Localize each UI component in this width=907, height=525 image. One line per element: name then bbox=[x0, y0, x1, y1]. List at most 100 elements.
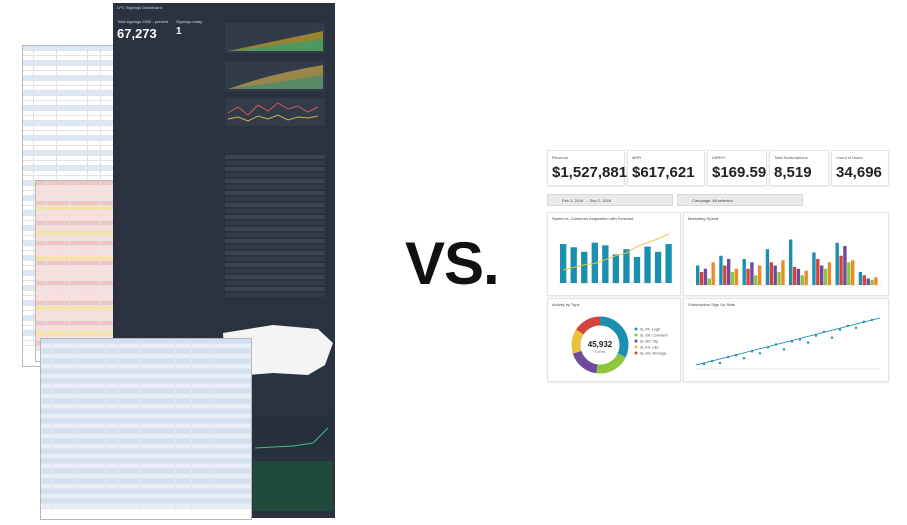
sheet-cell bbox=[47, 271, 70, 275]
kpi-label: MRR bbox=[632, 155, 642, 160]
sheet-cell bbox=[119, 359, 140, 363]
sheet-cell bbox=[34, 116, 57, 120]
bar bbox=[665, 244, 672, 283]
sheet-cell bbox=[119, 474, 140, 478]
sheet-cell bbox=[176, 454, 192, 458]
sheet-cell bbox=[23, 316, 34, 320]
sheet-cell bbox=[88, 136, 101, 140]
scatter-point bbox=[838, 328, 842, 331]
sheet-cell bbox=[34, 96, 57, 100]
sheet-cell bbox=[70, 256, 101, 260]
bar bbox=[750, 262, 754, 285]
sheet-cell bbox=[192, 464, 211, 468]
sheet-cell bbox=[70, 246, 101, 250]
sheet-cell bbox=[23, 141, 34, 145]
sheet-cell bbox=[106, 409, 119, 413]
sheet-cell bbox=[119, 369, 140, 373]
sheet-cell bbox=[57, 116, 88, 120]
panel-title: Spend vs. Customer Acquisition with Fore… bbox=[552, 216, 634, 221]
sheet-cell bbox=[75, 489, 106, 493]
sheet-row bbox=[41, 439, 251, 444]
sheet-row bbox=[41, 414, 251, 419]
sheet-cell bbox=[47, 291, 70, 295]
sheet-cell bbox=[47, 316, 70, 320]
sheet-cell bbox=[36, 286, 47, 290]
sheet-cell bbox=[47, 311, 70, 315]
sheet-cell bbox=[47, 281, 70, 285]
sheet-cell bbox=[106, 469, 119, 473]
sheet-cell bbox=[70, 241, 101, 245]
sheet-cell bbox=[23, 201, 34, 205]
left-collage: LPC Signings Dashboard Total signings 20… bbox=[0, 0, 350, 525]
date-range-filter[interactable]: Feb 1, 2016 → Sep 2, 2016 bbox=[547, 194, 673, 206]
sheet-cell bbox=[36, 211, 47, 215]
sheet-cell bbox=[57, 141, 88, 145]
sheet-cell bbox=[192, 359, 211, 363]
recent-row bbox=[225, 227, 325, 231]
sheet-cell bbox=[47, 211, 70, 215]
sheet-row bbox=[41, 424, 251, 429]
sheet-cell bbox=[119, 379, 140, 383]
sheet-cell bbox=[176, 384, 192, 388]
legend-swatch bbox=[634, 345, 638, 349]
scatter-point bbox=[814, 334, 818, 337]
sheet-cell bbox=[23, 216, 34, 220]
sheet-cell bbox=[119, 444, 140, 448]
sheet-cell bbox=[176, 399, 192, 403]
sheet-cell bbox=[176, 344, 192, 348]
sheet-cell bbox=[75, 379, 106, 383]
sheet-cell bbox=[106, 344, 119, 348]
bar bbox=[633, 257, 641, 283]
sheet-cell bbox=[88, 151, 101, 155]
sheet-cell bbox=[52, 404, 75, 408]
sheet-cell bbox=[119, 459, 140, 463]
sheet-cell bbox=[41, 434, 52, 438]
recent-row bbox=[225, 239, 325, 243]
sheet-row bbox=[41, 459, 251, 464]
sheet-cell bbox=[106, 399, 119, 403]
sheet-cell bbox=[23, 311, 34, 315]
sheet-cell bbox=[70, 236, 101, 240]
sheet-row bbox=[41, 369, 251, 374]
sheet-cell bbox=[119, 434, 140, 438]
sheet-cell bbox=[70, 321, 101, 325]
sheet-cell bbox=[41, 429, 52, 433]
sheet-cell bbox=[75, 434, 106, 438]
sheet-cell bbox=[140, 429, 176, 433]
kpi-total-label: Total signings 2000 - present bbox=[117, 19, 169, 24]
sheet-cell bbox=[106, 354, 119, 358]
spend-chart bbox=[558, 233, 674, 284]
campaign-filter[interactable]: Campaign: All selected bbox=[677, 194, 803, 206]
sheet-cell bbox=[34, 81, 57, 85]
sheet-cell bbox=[36, 226, 47, 230]
sheet-cell bbox=[34, 56, 57, 60]
sheet-cell bbox=[119, 364, 140, 368]
sheet-cell bbox=[192, 439, 211, 443]
sheet-cell bbox=[106, 499, 119, 503]
sheet-cell bbox=[88, 76, 101, 80]
sheet-cell bbox=[57, 46, 88, 50]
sheet-cell bbox=[140, 469, 176, 473]
sheet-cell bbox=[41, 389, 52, 393]
sheet-cell bbox=[106, 444, 119, 448]
trend-line bbox=[695, 317, 881, 366]
sheet-cell bbox=[192, 374, 211, 378]
sheet-cell bbox=[36, 221, 47, 225]
sheet-cell bbox=[52, 349, 75, 353]
sheet-cell bbox=[36, 266, 47, 270]
sheet-cell bbox=[192, 344, 211, 348]
sheet-cell bbox=[140, 479, 176, 483]
sheet-cell bbox=[70, 226, 101, 230]
sheet-cell bbox=[23, 166, 34, 170]
sheet-cell bbox=[88, 71, 101, 75]
sheet-cell bbox=[106, 384, 119, 388]
series-line bbox=[563, 233, 669, 271]
bar bbox=[711, 262, 715, 285]
sheet-cell bbox=[75, 374, 106, 378]
sheet-cell bbox=[192, 454, 211, 458]
sheet-row bbox=[41, 454, 251, 459]
sheet-cell bbox=[34, 111, 57, 115]
sheet-cell bbox=[34, 171, 57, 175]
sheet-row bbox=[41, 419, 251, 424]
sheet-cell bbox=[192, 419, 211, 423]
